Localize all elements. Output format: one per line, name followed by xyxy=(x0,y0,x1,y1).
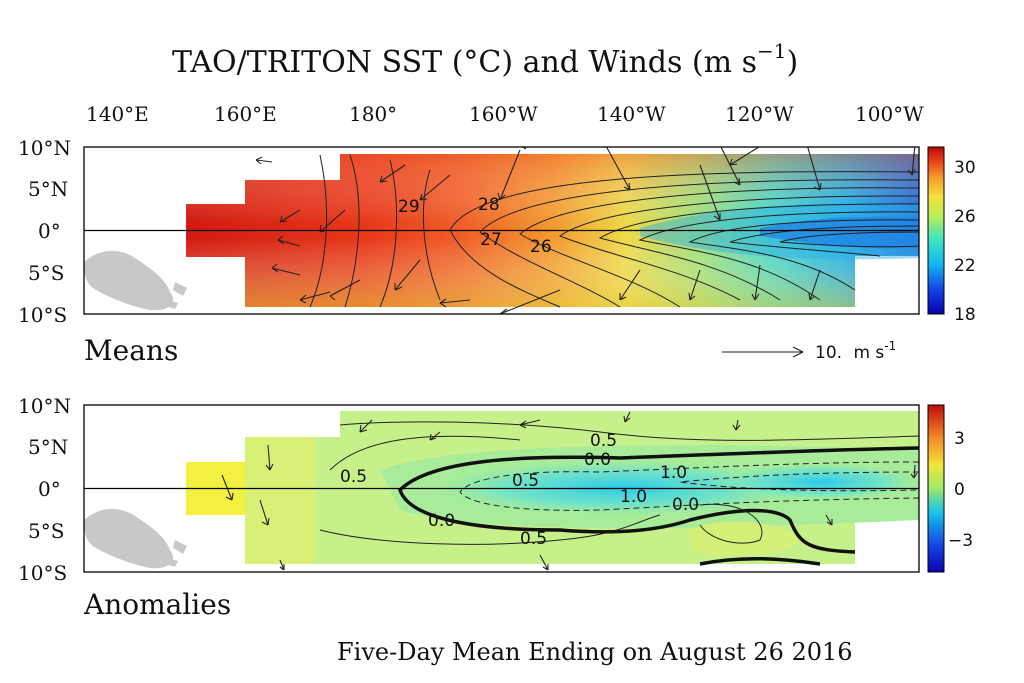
lat-label: 5°S xyxy=(28,261,64,285)
contour-label: 0.5 xyxy=(590,431,617,451)
anomalies-lat-labels: 10°N 5°N 0° 5°S 10°S xyxy=(18,394,71,585)
contour-label: 0.0 xyxy=(428,511,455,531)
means-lat-labels: 10°N 5°N 0° 5°S 10°S xyxy=(18,136,71,327)
means-contour-labels: 29 28 27 26 xyxy=(398,195,552,257)
lon-label: 140°E xyxy=(86,102,149,126)
anomaly-wind-vectors xyxy=(221,411,918,571)
anomalies-panel: 0.5 0.0 1.0 0.5 0.5 1.0 0.0 0.0 0.5 xyxy=(83,404,920,573)
lat-label: 5°N xyxy=(28,177,68,201)
lat-label: 0° xyxy=(38,219,61,243)
lon-label: 180° xyxy=(349,102,397,126)
contour-label: 0.5 xyxy=(520,529,547,549)
colorbar-tick: 0 xyxy=(954,480,965,500)
land-new-guinea xyxy=(84,250,174,311)
sst-contours xyxy=(309,154,919,308)
contour-label: 27 xyxy=(480,230,502,250)
lon-label: 100°W xyxy=(855,102,924,126)
contour-label: 29 xyxy=(398,197,420,217)
lat-label: 10°S xyxy=(18,303,67,327)
lon-label: 120°W xyxy=(725,102,794,126)
land-new-guinea xyxy=(84,508,174,569)
lon-label: 140°W xyxy=(597,102,666,126)
colorbar-tick: 3 xyxy=(954,429,965,449)
anomaly-contour-labels: 0.5 0.0 1.0 0.5 0.5 1.0 0.0 0.0 0.5 xyxy=(340,431,699,549)
contour-label: 0.5 xyxy=(512,471,539,491)
contour-label: 0.0 xyxy=(672,495,699,515)
anomalies-panel-label: Anomalies xyxy=(83,588,231,621)
colorbar-tick: 22 xyxy=(954,256,976,276)
means-frame xyxy=(83,146,920,315)
contour-label: 0.5 xyxy=(340,467,367,487)
anomalies-frame xyxy=(83,404,920,573)
footer-caption: Five-Day Mean Ending on August 26 2016 xyxy=(337,638,853,666)
lat-label: 10°N xyxy=(18,394,71,418)
lat-label: 0° xyxy=(38,477,61,501)
longitude-axis-labels: 140°E 160°E 180° 160°W 140°W 120°W 100°W xyxy=(86,102,924,126)
contour-label: 28 xyxy=(478,195,500,215)
means-panel-label: Means xyxy=(84,334,178,367)
contour-label: 1.0 xyxy=(620,487,647,507)
contour-label: 1.0 xyxy=(660,463,687,483)
contour-label: 0.0 xyxy=(584,450,611,470)
contour-label: 26 xyxy=(530,237,552,257)
colorbar-tick: 26 xyxy=(954,207,976,227)
lat-label: 5°N xyxy=(28,435,68,459)
wind-reference: 10. m s-1 xyxy=(722,339,896,363)
wind-reference-value: 10. m s-1 xyxy=(815,339,896,363)
lon-label: 160°E xyxy=(214,102,277,126)
wind-vectors xyxy=(255,147,916,314)
colorbar-tick: 30 xyxy=(954,158,976,178)
lat-label: 5°S xyxy=(28,519,64,543)
anomaly-contours xyxy=(319,421,919,566)
colorbar-tick: 18 xyxy=(954,305,976,325)
lon-label: 160°W xyxy=(469,102,538,126)
colorbar-tick: −3 xyxy=(948,531,973,551)
means-panel: 29 28 27 26 xyxy=(83,146,920,315)
figure-title: TAO/TRITON SST (°C) and Winds (m s−1) xyxy=(172,39,798,80)
anomalies-colorbar: 3 0 −3 xyxy=(927,404,973,573)
lat-label: 10°S xyxy=(18,561,67,585)
means-colorbar: 30 26 22 18 xyxy=(927,146,976,325)
lat-label: 10°N xyxy=(18,136,71,160)
